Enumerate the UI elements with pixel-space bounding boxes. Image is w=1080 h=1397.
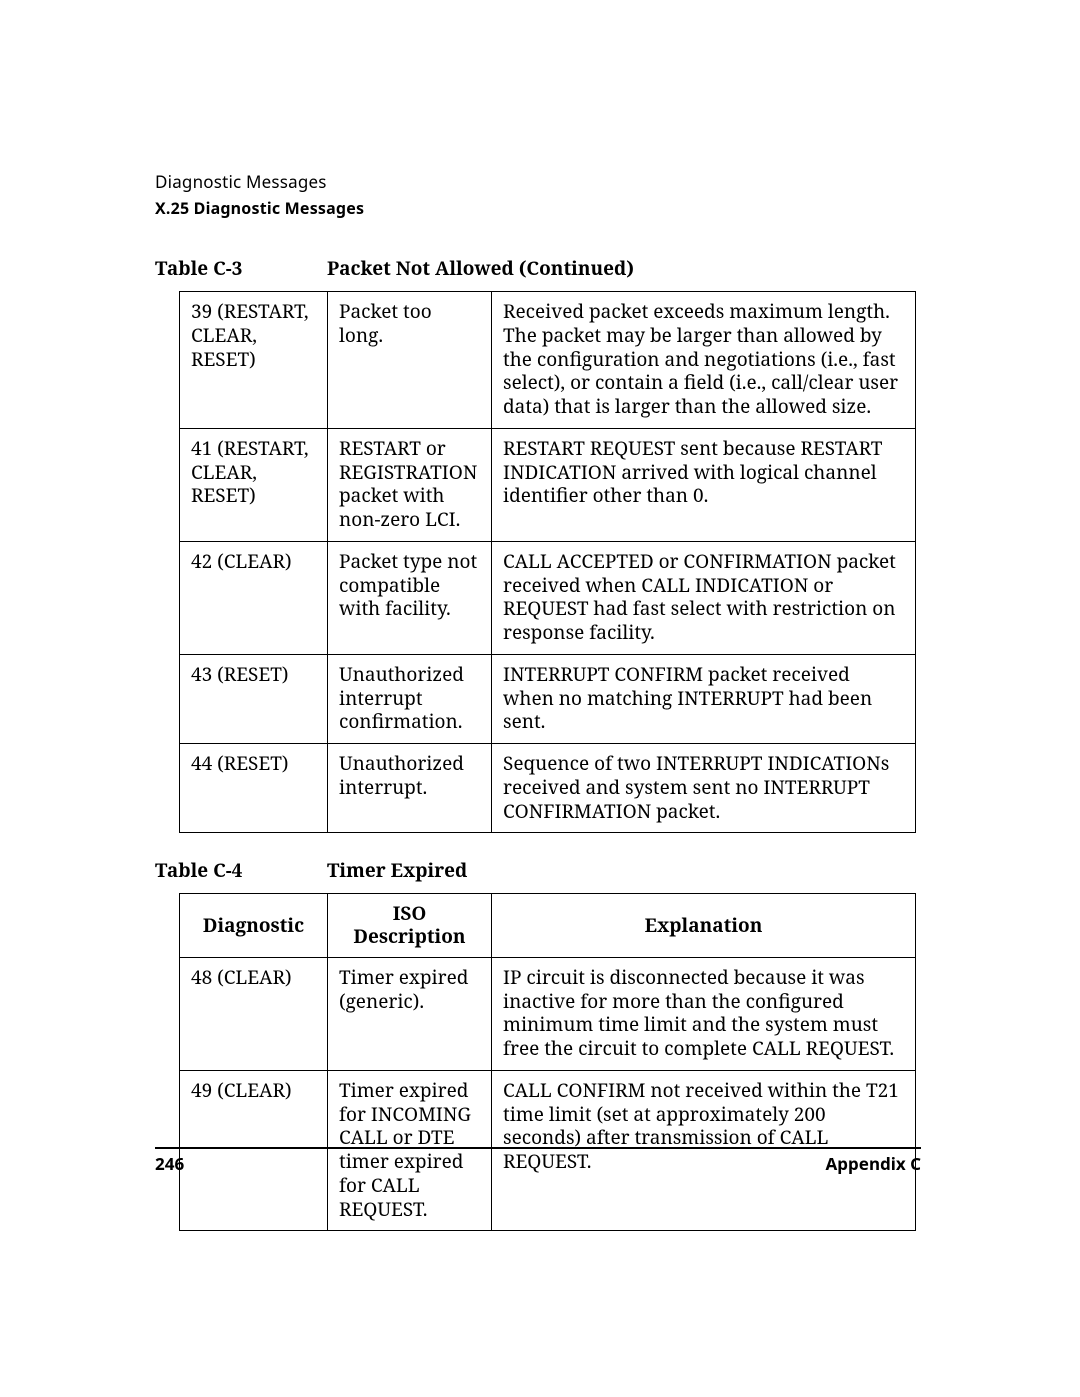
table-cell-iso: Unauthorized interrupt confirmation.	[328, 654, 492, 743]
page-number: 246	[155, 1152, 184, 1175]
table-c4: Diagnostic ISO Description Explanation 4…	[179, 893, 916, 1231]
table-cell-explanation: CALL CONFIRM not received within the T21…	[492, 1070, 916, 1231]
running-head-line2: X.25 Diagnostic Messages	[155, 197, 921, 219]
table-cell-diagnostic: 44 (RESET)	[180, 744, 328, 833]
table-cell-diagnostic: 49 (CLEAR)	[180, 1070, 328, 1231]
table-cell-explanation: IP circuit is disconnected because it wa…	[492, 957, 916, 1070]
table-cell-diagnostic: 42 (CLEAR)	[180, 541, 328, 654]
table-c3: 39 (RESTART, CLEAR, RESET) Packet too lo…	[179, 291, 916, 833]
table-cell-explanation: RESTART REQUEST sent because RESTART IND…	[492, 428, 916, 541]
table-cell-explanation: Received packet exceeds maximum length. …	[492, 292, 916, 429]
table-row: 39 (RESTART, CLEAR, RESET) Packet too lo…	[180, 292, 916, 429]
table-row: 43 (RESET) Unauthorized interrupt confir…	[180, 654, 916, 743]
footer-rule	[155, 1147, 921, 1149]
appendix-label: Appendix C	[826, 1152, 921, 1175]
table-c4-caption-number: Table C-4	[155, 857, 275, 883]
table-header-iso-line1: ISO	[339, 902, 480, 925]
page: Diagnostic Messages X.25 Diagnostic Mess…	[0, 0, 1080, 1397]
running-head-line1: Diagnostic Messages	[155, 170, 921, 193]
table-cell-explanation: INTERRUPT CONFIRM packet received when n…	[492, 654, 916, 743]
table-c3-caption: Table C-3 Packet Not Allowed (Continued)	[155, 255, 921, 281]
table-c4-caption-title: Timer Expired	[327, 857, 467, 883]
table-cell-diagnostic: 48 (CLEAR)	[180, 957, 328, 1070]
table-cell-iso: Unauthorized interrupt.	[328, 744, 492, 833]
table-cell-iso: RESTART or REGISTRA­TION packet with non…	[328, 428, 492, 541]
table-header-iso-line2: Description	[353, 923, 465, 949]
table-cell-diagnostic: 39 (RESTART, CLEAR, RESET)	[180, 292, 328, 429]
table-cell-diagnostic: 43 (RESET)	[180, 654, 328, 743]
table-c3-caption-title: Packet Not Allowed (Continued)	[327, 255, 634, 281]
table-header-explanation: Explanation	[492, 894, 916, 958]
table-cell-iso: Packet type not compatible with facility…	[328, 541, 492, 654]
table-cell-explanation: CALL ACCEPTED or CONFIRMATION packet rec…	[492, 541, 916, 654]
table-header-iso: ISO Description	[328, 894, 492, 958]
table-header-row: Diagnostic ISO Description Explanation	[180, 894, 916, 958]
table-header-diagnostic: Diagnostic	[180, 894, 328, 958]
table-cell-explanation: Sequence of two INTERRUPT INDICATIONs re…	[492, 744, 916, 833]
table-row: 41 (RESTART, CLEAR, RESET) RESTART or RE…	[180, 428, 916, 541]
table-cell-diagnostic: 41 (RESTART, CLEAR, RESET)	[180, 428, 328, 541]
table-c4-caption: Table C-4 Timer Expired	[155, 857, 921, 883]
table-row: 44 (RESET) Unauthorized interrupt. Seque…	[180, 744, 916, 833]
table-c3-caption-number: Table C-3	[155, 255, 275, 281]
table-row: 48 (CLEAR) Timer expired (generic). IP c…	[180, 957, 916, 1070]
table-row: 42 (CLEAR) Packet type not compatible wi…	[180, 541, 916, 654]
table-cell-iso: Packet too long.	[328, 292, 492, 429]
table-cell-iso: Timer expired (generic).	[328, 957, 492, 1070]
table-cell-iso: Timer expired for INCOMING CALL or DTE t…	[328, 1070, 492, 1231]
table-row: 49 (CLEAR) Timer expired for INCOMING CA…	[180, 1070, 916, 1231]
